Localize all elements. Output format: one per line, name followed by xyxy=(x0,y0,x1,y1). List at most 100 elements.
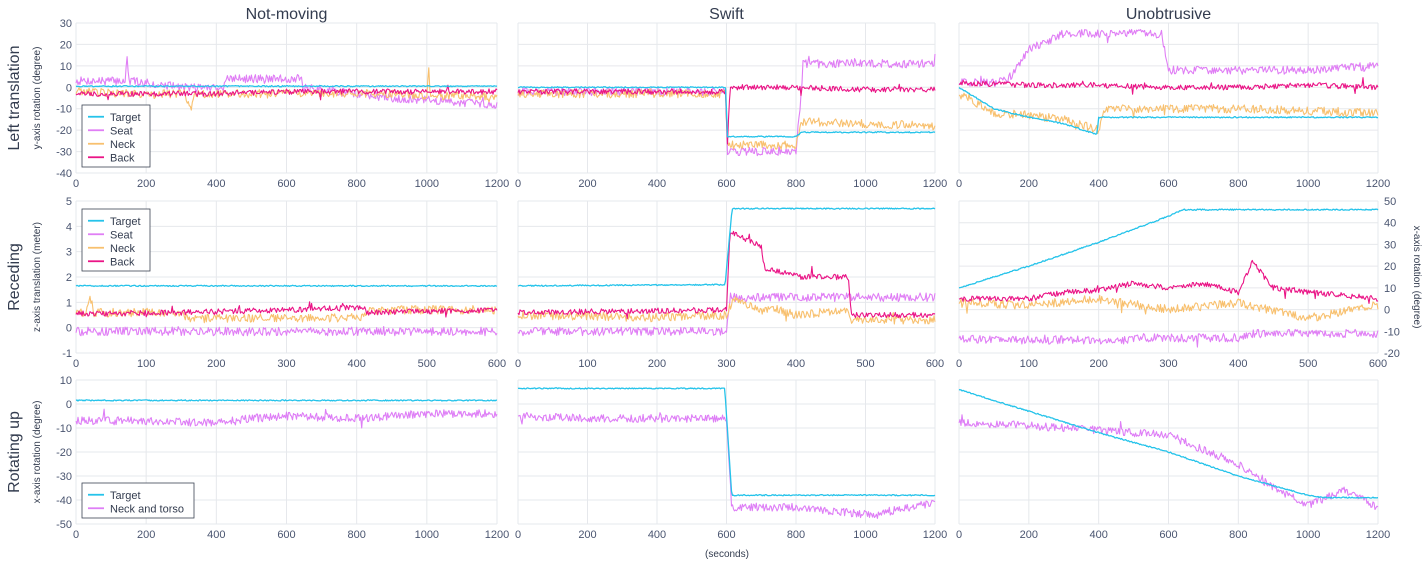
y-tick-label: 4 xyxy=(66,221,72,233)
x-tick-label: 1000 xyxy=(415,178,439,190)
x-tick-label: 0 xyxy=(73,529,79,541)
gridlines xyxy=(958,22,1379,174)
panel-receding-unobtrusive: 0 100 200 300 400 500 600-20 -10 0 10 20 30 40 50 x-ax… xyxy=(956,196,1422,370)
series-line-seat xyxy=(517,292,936,337)
y-axis-label: x-axis rotation (degree) xyxy=(32,401,43,504)
series-lines xyxy=(958,208,1379,348)
gridlines xyxy=(75,200,498,354)
x-tick-label: 1200 xyxy=(923,178,947,190)
x-tick-label: 1200 xyxy=(923,529,947,541)
x-tick-label: 500 xyxy=(1299,358,1317,370)
x-tick-label: 0 xyxy=(956,529,962,541)
y-axis: -1 0 1 2 3 4 5 xyxy=(62,196,72,360)
panel-left-translation-not-moving: 0 200 400 600 800 1000 1200 -40 -30 -20 -10 0 10 20 30… xyxy=(32,18,509,190)
y-tick-label: 5 xyxy=(66,196,72,208)
series-lines xyxy=(958,28,1379,135)
series-line-target xyxy=(958,87,1379,135)
y-tick-label: -10 xyxy=(56,423,72,435)
y-tick-label: -20 xyxy=(56,447,72,459)
y-tick-label: 0 xyxy=(66,82,72,94)
x-tick-label: 800 xyxy=(787,178,805,190)
series-line-back xyxy=(75,84,498,101)
series-line-seat xyxy=(75,325,498,337)
y-tick-label: -50 xyxy=(56,519,72,531)
y-tick-label-right: 30 xyxy=(1384,239,1396,251)
series-lines xyxy=(958,388,1379,511)
series-line-target xyxy=(75,84,498,88)
x-axis: 0 100 200 300 400 500 600 xyxy=(515,358,944,370)
row-title-rotating-up: Rotating up xyxy=(6,411,23,493)
y-tick-label: -40 xyxy=(56,495,72,507)
y-tick-label: 20 xyxy=(60,39,72,51)
x-tick-label: 1000 xyxy=(1296,178,1320,190)
y-tick-label: 0 xyxy=(66,399,72,411)
x-tick-label: 0 xyxy=(515,178,521,190)
y-axis: -50 -40 -30 -20 -10 0 10 xyxy=(56,375,72,531)
x-tick-label: 200 xyxy=(1089,358,1107,370)
legend-label-seat: Seat xyxy=(110,229,133,241)
y-tick-label: 30 xyxy=(60,18,72,30)
series-line-neck xyxy=(958,92,1379,135)
x-tick-label: 200 xyxy=(1020,529,1038,541)
y-tick-label-right: 40 xyxy=(1384,218,1396,230)
x-axis: 0 100 200 300 400 500 600 xyxy=(956,358,1387,370)
x-tick-label: 200 xyxy=(578,178,596,190)
y-tick-label-right: -20 xyxy=(1384,348,1400,360)
gridlines xyxy=(517,200,936,354)
x-tick-label: 1200 xyxy=(485,178,509,190)
x-tick-label: 400 xyxy=(1229,358,1247,370)
x-axis: 0 200 400 600 800 1000 1200 xyxy=(515,178,947,190)
x-tick-label: 1000 xyxy=(415,529,439,541)
x-tick-label: 0 xyxy=(515,358,521,370)
x-tick-label: 1200 xyxy=(485,529,509,541)
y-tick-label: 3 xyxy=(66,247,72,259)
x-tick-label: 600 xyxy=(488,358,506,370)
y-tick-label: 0 xyxy=(66,323,72,335)
x-tick-label: 500 xyxy=(856,358,874,370)
x-tick-label: 0 xyxy=(956,178,962,190)
series-line-seat xyxy=(75,56,498,109)
x-axis-label: (seconds) xyxy=(705,549,749,560)
series-lines xyxy=(75,399,498,429)
x-tick-label: 600 xyxy=(1369,358,1387,370)
x-tick-label: 400 xyxy=(1089,529,1107,541)
x-tick-label: 800 xyxy=(1229,529,1247,541)
series-lines xyxy=(75,56,498,111)
legend-label-target: Target xyxy=(110,216,141,228)
series-line-neck-and-torso xyxy=(75,408,498,429)
x-tick-label: 0 xyxy=(73,178,79,190)
gridlines xyxy=(958,200,1379,354)
y-axis-label: z-axis translation (meter) xyxy=(32,222,43,332)
series-lines xyxy=(517,387,936,519)
x-axis: 0 100 200 300 400 500 600 xyxy=(73,358,506,370)
x-tick-label: 400 xyxy=(347,358,365,370)
series-line-target xyxy=(958,388,1379,499)
x-tick-label: 400 xyxy=(207,178,225,190)
y-tick-label-right: 10 xyxy=(1384,283,1396,295)
x-tick-label: 600 xyxy=(1159,529,1177,541)
x-tick-label: 300 xyxy=(717,358,735,370)
series-line-seat xyxy=(958,28,1379,88)
x-tick-label: 200 xyxy=(207,358,225,370)
x-tick-label: 800 xyxy=(1229,178,1247,190)
x-tick-label: 300 xyxy=(1159,358,1177,370)
gridlines xyxy=(517,379,936,525)
y-axis-label-right: x-axis rotation (degree) xyxy=(1411,226,1422,329)
panel-left-translation-unobtrusive: 0 200 400 600 800 1000 1200 xyxy=(956,22,1390,190)
x-tick-label: 1200 xyxy=(1366,178,1390,190)
x-tick-label: 400 xyxy=(648,529,666,541)
x-tick-label: 600 xyxy=(717,529,735,541)
x-tick-label: 500 xyxy=(418,358,436,370)
y-tick-label: 10 xyxy=(60,61,72,73)
series-line-back xyxy=(75,301,498,318)
x-tick-label: 100 xyxy=(578,358,596,370)
y-tick-label-right: -10 xyxy=(1384,326,1400,338)
series-lines xyxy=(517,53,936,157)
x-axis: 0 200 400 600 800 1000 1200 xyxy=(956,529,1390,541)
x-axis: 0 200 400 600 800 1000 1200 xyxy=(956,178,1390,190)
y-tick-label: 2 xyxy=(66,272,72,284)
y-tick-label: 1 xyxy=(66,297,72,309)
